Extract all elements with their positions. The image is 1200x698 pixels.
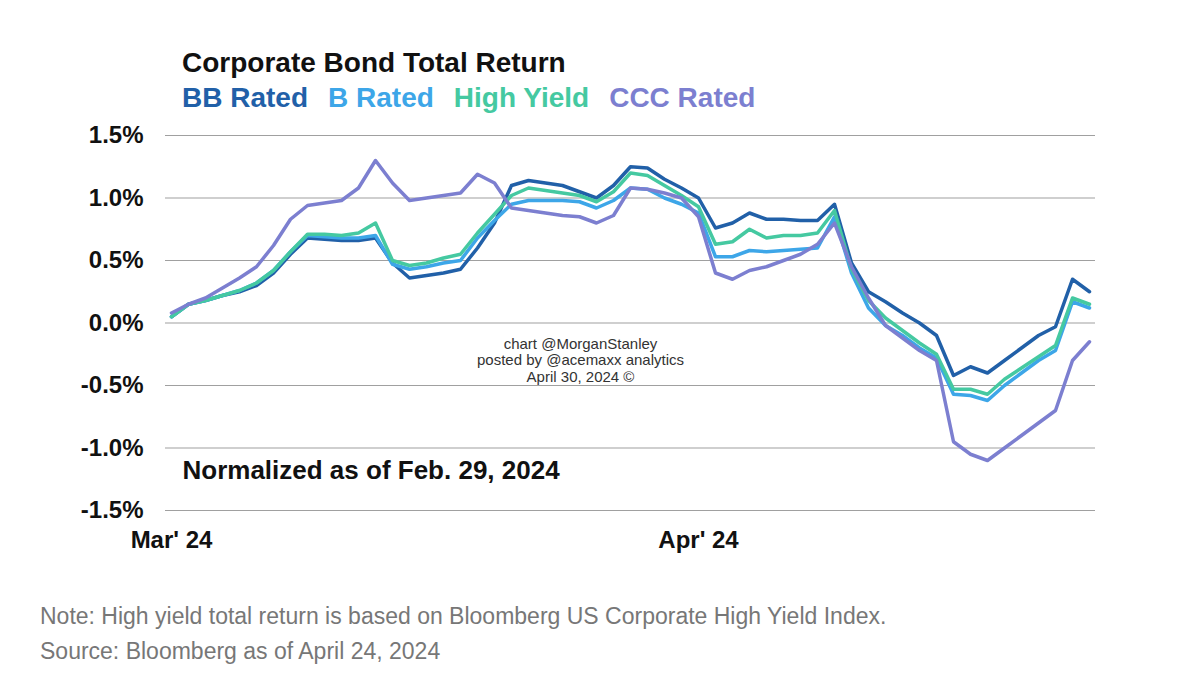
- html-text:Note: High yield total return: Note: High yield total return is based o…: [40, 603, 887, 629]
- html-text:Corporate Bond Total Return: Corporate Bond Total Return: [182, 47, 566, 78]
- svg-text:-1.0%: -1.0%: [81, 434, 144, 461]
- svg-text:-0.5%: -0.5%: [81, 371, 144, 398]
- svg-text:Normalized as of Feb. 29, 2024: Normalized as of Feb. 29, 2024: [183, 455, 561, 485]
- svg-text:chart @MorganStanleyposted by: chart @MorganStanleyposted by @acemaxx a…: [477, 335, 684, 385]
- html-text:High Yield: High Yield: [453, 82, 590, 113]
- html-text:BB Rated: BB Rated: [182, 82, 308, 113]
- svg-text:Mar' 24: Mar' 24: [131, 526, 213, 553]
- svg-text:-1.5%: -1.5%: [81, 496, 144, 523]
- svg-text:0.0%: 0.0%: [89, 309, 144, 336]
- html-text:CCC Rated: CCC Rated: [609, 82, 756, 113]
- svg-text:0.5%: 0.5%: [89, 246, 144, 273]
- svg-text:1.5%: 1.5%: [89, 121, 144, 148]
- html-text:B Rated: B Rated: [328, 82, 434, 113]
- svg-text:1.0%: 1.0%: [89, 184, 144, 211]
- svg-text:Apr' 24: Apr' 24: [658, 526, 739, 553]
- html-text:Source: Bloomberg as of April: Source: Bloomberg as of April 24, 2024: [40, 638, 441, 664]
